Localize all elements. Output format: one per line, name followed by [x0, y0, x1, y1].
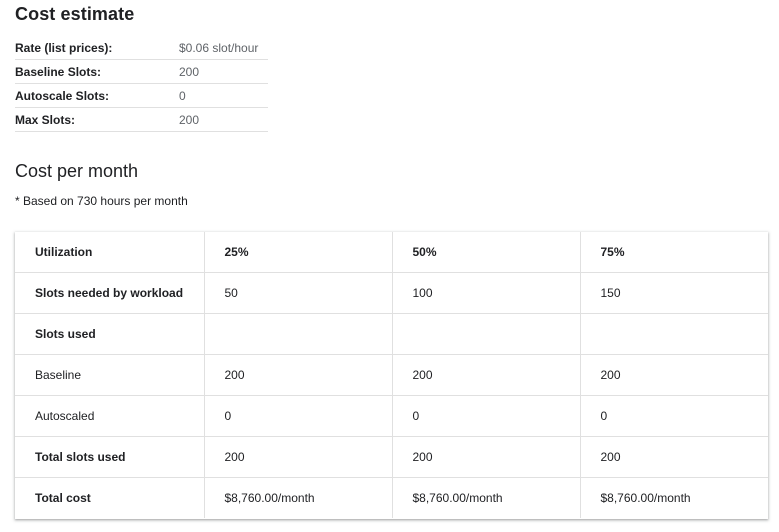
table-cell: 200: [204, 354, 393, 396]
table-cell: 0: [204, 395, 393, 437]
table-cell: 100: [392, 272, 581, 314]
table-cell: $8,760.00/month: [392, 477, 581, 518]
table-cell: $8,760.00/month: [600, 491, 691, 505]
page-title: Cost estimate: [15, 4, 135, 24]
table-row-slots-used: Slots used: [15, 313, 768, 355]
table-cell: [580, 313, 768, 355]
table-cell: 200: [392, 354, 581, 396]
table-cell: 200: [392, 436, 581, 478]
summary-label: Autoscale Slots:: [15, 83, 179, 108]
table-row-slots-needed: Slots needed by workload 50 100 150: [15, 272, 768, 314]
table-cell: 200: [580, 354, 768, 396]
row-label: Slots needed by workload: [15, 272, 205, 314]
table-row-total-cost: Total cost $8,760.00/month $8,760.00/mon…: [15, 477, 768, 518]
summary-value: $0.06 slot/hour: [179, 36, 268, 60]
summary-row-rate: Rate (list prices): $0.06 slot/hour: [15, 36, 268, 60]
cost-per-month-card: Utilization 25% 50% 75% Slots needed by …: [15, 232, 768, 519]
summary-row-max-slots: Max Slots: 200: [15, 107, 268, 132]
summary-value: 0: [179, 83, 268, 108]
column-header: 75%: [580, 232, 768, 273]
row-label: Total slots used: [15, 436, 205, 478]
row-label: Slots used: [15, 313, 205, 355]
table-cell: 50: [204, 272, 393, 314]
cost-summary-table: Rate (list prices): $0.06 slot/hour Base…: [15, 36, 268, 132]
table-row-baseline: Baseline 200 200 200: [15, 354, 768, 396]
table-row-autoscaled: Autoscaled 0 0 0: [15, 395, 768, 437]
column-header: 25%: [204, 232, 393, 273]
row-label: Total cost: [15, 477, 205, 518]
table-cell: $8,760.00/month: [204, 477, 393, 518]
summary-value: 200: [179, 107, 268, 132]
row-label: Utilization: [15, 232, 205, 273]
summary-row-baseline-slots: Baseline Slots: 200: [15, 59, 268, 84]
summary-label: Baseline Slots:: [15, 59, 179, 84]
table-cell: [204, 313, 393, 355]
summary-label: Max Slots:: [15, 107, 179, 132]
section-title-cost-per-month: Cost per month: [15, 161, 139, 181]
column-header: 50%: [392, 232, 581, 273]
row-label: Baseline: [15, 354, 205, 396]
row-label: Autoscaled: [15, 395, 205, 437]
table-row-utilization: Utilization 25% 50% 75%: [15, 232, 768, 273]
table-cell: 0: [580, 395, 768, 437]
hours-note: * Based on 730 hours per month: [15, 194, 188, 208]
table-row-total-slots-used: Total slots used 200 200 200: [15, 436, 768, 478]
table-cell: 200: [580, 436, 768, 478]
summary-label: Rate (list prices):: [15, 36, 179, 60]
table-cell: 0: [392, 395, 581, 437]
table-cell: 150: [580, 272, 768, 314]
table-cell: 200: [204, 436, 393, 478]
table-cell: [392, 313, 581, 355]
summary-value: 200: [179, 59, 268, 84]
cost-per-month-table: Utilization 25% 50% 75% Slots needed by …: [15, 232, 768, 518]
summary-row-autoscale-slots: Autoscale Slots: 0: [15, 83, 268, 108]
